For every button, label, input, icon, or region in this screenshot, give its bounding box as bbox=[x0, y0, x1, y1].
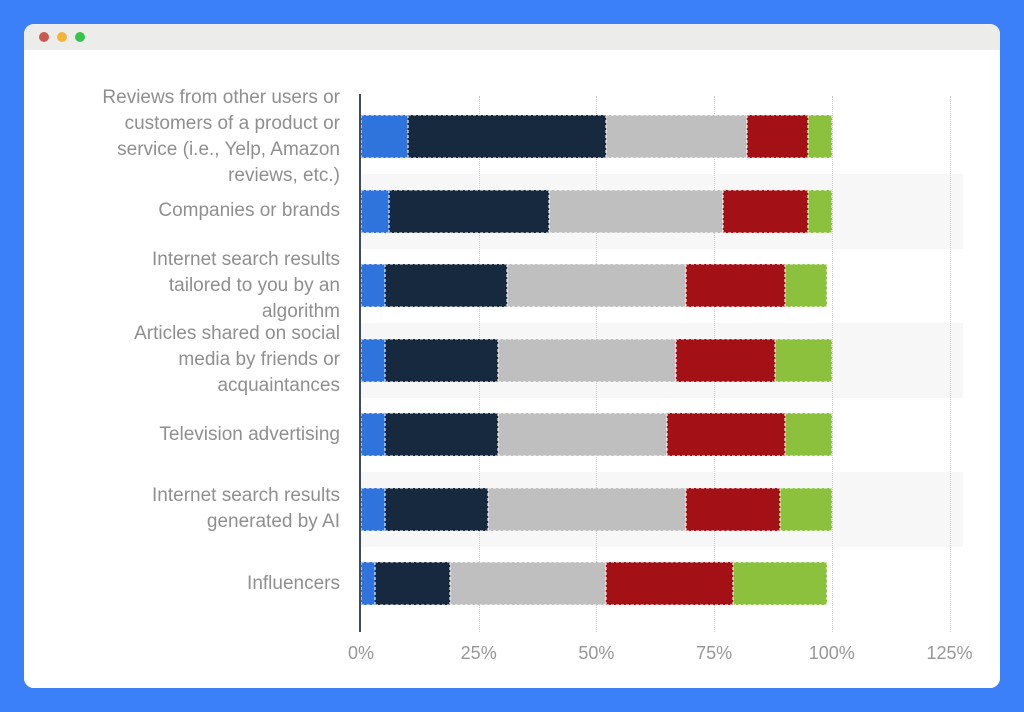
segment-blue[interactable] bbox=[361, 413, 385, 456]
segment-green[interactable] bbox=[784, 413, 832, 456]
segment-gray[interactable] bbox=[450, 562, 606, 605]
stacked-bar bbox=[361, 487, 832, 531]
segment-gray[interactable] bbox=[549, 189, 724, 233]
x-tick-label: 75% bbox=[696, 643, 733, 663]
category-label-text: Internet search results generated by AI bbox=[152, 485, 340, 533]
segment-dark-navy[interactable] bbox=[384, 264, 507, 307]
segment-green[interactable] bbox=[808, 115, 832, 158]
segment-dark-navy[interactable] bbox=[384, 338, 498, 382]
segment-dark-navy[interactable] bbox=[408, 115, 606, 158]
category-label-text: Internet search results tailored to you … bbox=[152, 248, 340, 322]
segment-green[interactable] bbox=[808, 189, 832, 233]
bar-row: Reviews from other users or customers of… bbox=[50, 87, 963, 186]
category-label: Articles shared on social media by frien… bbox=[50, 323, 340, 398]
segment-dark-red[interactable] bbox=[667, 413, 785, 456]
bar-row: Television advertising bbox=[50, 398, 963, 473]
segment-dark-red[interactable] bbox=[747, 115, 809, 158]
bar-cell bbox=[361, 547, 963, 622]
stacked-bar bbox=[361, 189, 832, 233]
segment-dark-red[interactable] bbox=[685, 487, 780, 531]
category-label: Internet search results tailored to you … bbox=[50, 249, 340, 324]
stacked-bar bbox=[361, 264, 828, 307]
bar-cell bbox=[361, 398, 963, 473]
category-label: Internet search results generated by AI bbox=[50, 472, 340, 547]
y-axis-line bbox=[359, 94, 361, 632]
browser-window: Reviews from other users or customers of… bbox=[24, 24, 1000, 688]
stacked-bar bbox=[361, 562, 828, 605]
bar-cell bbox=[361, 174, 963, 249]
gridline bbox=[949, 96, 951, 632]
x-tick-label: 125% bbox=[926, 643, 973, 663]
segment-dark-navy[interactable] bbox=[389, 189, 550, 233]
segment-blue[interactable] bbox=[361, 487, 385, 531]
stacked-bar bbox=[361, 338, 832, 382]
minimize-button[interactable] bbox=[57, 32, 67, 42]
category-label: Television advertising bbox=[50, 398, 340, 473]
segment-dark-navy[interactable] bbox=[375, 562, 451, 605]
segment-dark-red[interactable] bbox=[723, 189, 809, 233]
bar-row: Companies or brands bbox=[50, 174, 963, 249]
x-tick-label: 50% bbox=[578, 643, 615, 663]
segment-blue[interactable] bbox=[361, 189, 390, 233]
chart-area: Reviews from other users or customers of… bbox=[24, 50, 1000, 688]
bar-cell bbox=[361, 100, 963, 175]
segment-blue[interactable] bbox=[361, 264, 385, 307]
segment-dark-red[interactable] bbox=[676, 338, 776, 382]
category-label-text: Reviews from other users or customers of… bbox=[102, 86, 340, 186]
segment-gray[interactable] bbox=[497, 338, 677, 382]
segment-gray[interactable] bbox=[506, 264, 686, 307]
zoom-button[interactable] bbox=[75, 32, 85, 42]
bar-cell bbox=[361, 249, 963, 324]
stacked-bar bbox=[361, 115, 832, 158]
segment-dark-red[interactable] bbox=[605, 562, 733, 605]
bar-cell bbox=[361, 323, 963, 398]
segment-dark-navy[interactable] bbox=[384, 413, 498, 456]
segment-green[interactable] bbox=[779, 487, 832, 531]
bar-row: Articles shared on social media by frien… bbox=[50, 323, 963, 398]
window-titlebar bbox=[24, 24, 1000, 50]
bar-cell bbox=[361, 472, 963, 547]
x-tick-label: 100% bbox=[808, 643, 855, 663]
segment-gray[interactable] bbox=[497, 413, 667, 456]
bar-rows: Reviews from other users or customers of… bbox=[50, 87, 963, 622]
category-label: Reviews from other users or customers of… bbox=[50, 87, 340, 186]
x-tick-label: 25% bbox=[460, 643, 497, 663]
close-button[interactable] bbox=[39, 32, 49, 42]
segment-green[interactable] bbox=[784, 264, 828, 307]
x-tick-label: 0% bbox=[347, 643, 375, 663]
segment-blue[interactable] bbox=[361, 338, 385, 382]
bar-row: Internet search results tailored to you … bbox=[50, 249, 963, 324]
category-label-text: Articles shared on social media by frien… bbox=[134, 323, 340, 397]
segment-gray[interactable] bbox=[605, 115, 748, 158]
bar-row: Internet search results generated by AI bbox=[50, 472, 963, 547]
segment-blue[interactable] bbox=[361, 115, 409, 158]
segment-blue[interactable] bbox=[361, 562, 376, 605]
category-label-text: Television advertising bbox=[159, 423, 340, 445]
category-label-text: Companies or brands bbox=[158, 200, 340, 222]
stacked-bar bbox=[361, 413, 832, 456]
segment-gray[interactable] bbox=[488, 487, 686, 531]
segment-dark-navy[interactable] bbox=[384, 487, 489, 531]
segment-green[interactable] bbox=[775, 338, 832, 382]
segment-green[interactable] bbox=[732, 562, 828, 605]
category-label: Companies or brands bbox=[50, 174, 340, 249]
segment-dark-red[interactable] bbox=[685, 264, 785, 307]
bar-row: Influencers bbox=[50, 547, 963, 622]
category-label: Influencers bbox=[50, 547, 340, 622]
gridline bbox=[831, 96, 833, 632]
category-label-text: Influencers bbox=[247, 572, 340, 594]
